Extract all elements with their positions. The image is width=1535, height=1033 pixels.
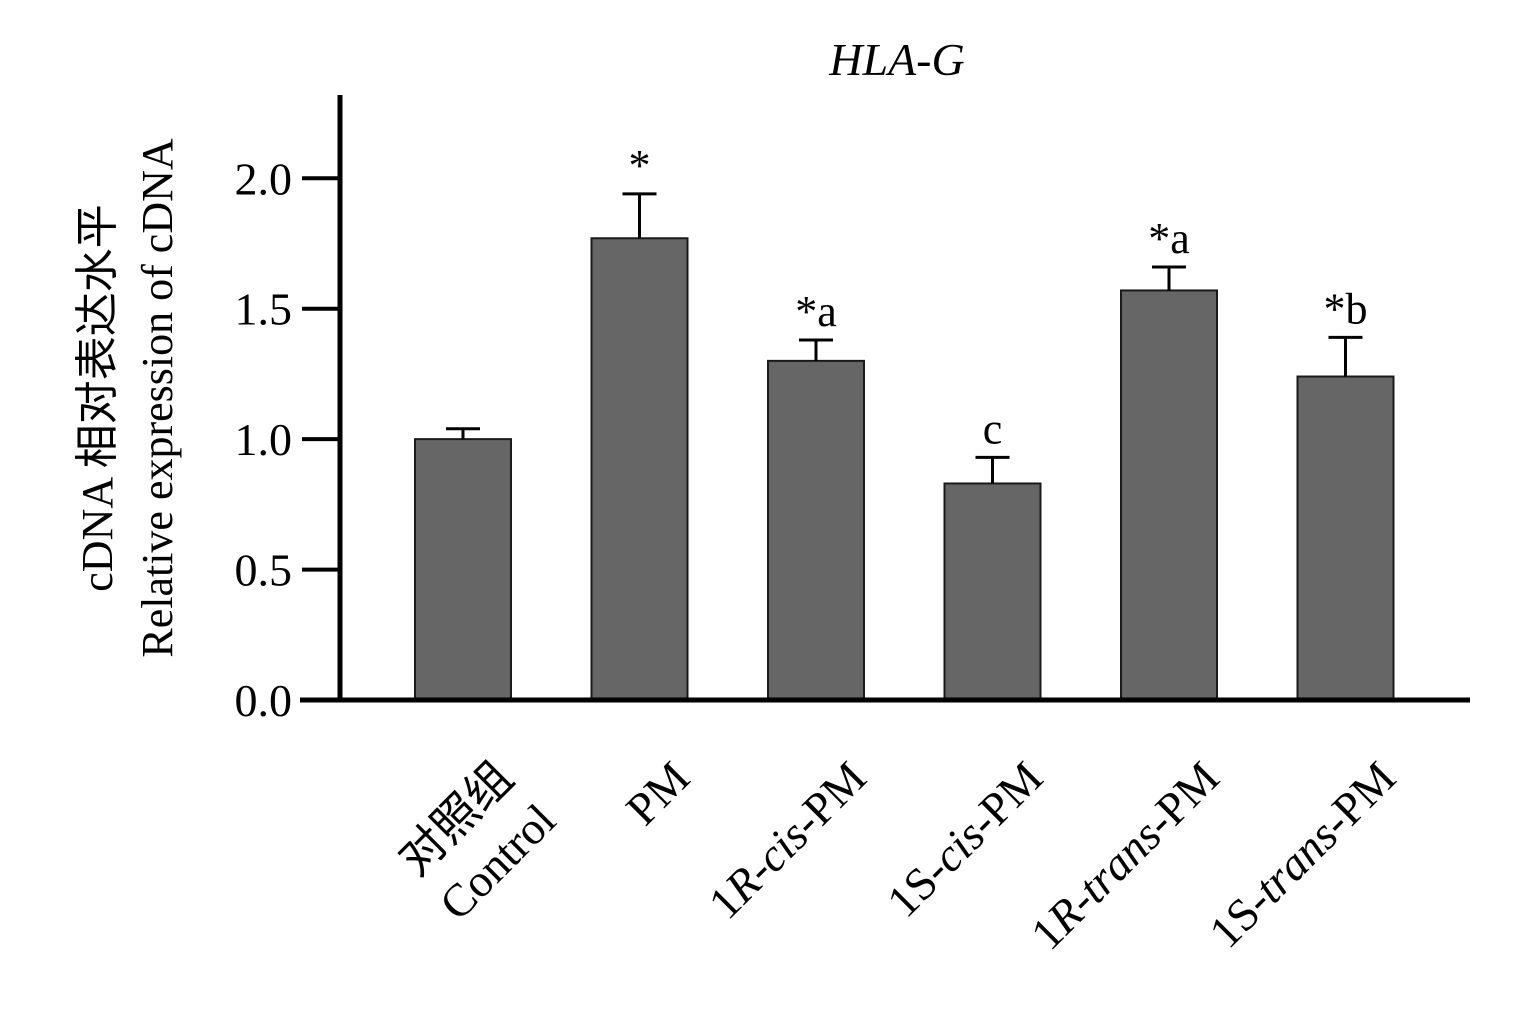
bar-5 <box>1296 375 1395 701</box>
x-tick-label-5: 1S-trans-PM <box>1199 752 1405 958</box>
y-tick-label-3: 1.5 <box>235 284 293 335</box>
y-axis: 0.0 0.5 1.0 1.5 2.0 <box>235 95 343 726</box>
x-tick-label-3: 1S-cis-PM <box>877 752 1052 927</box>
x-tick-label-1-line-0: PM <box>616 752 699 835</box>
y-tick-label-0: 0.0 <box>235 675 293 726</box>
x-tick-label-5-line-0: 1S-trans-PM <box>1199 752 1405 958</box>
x-tick-label-1-part-0: PM <box>616 752 699 835</box>
y-axis-label: cDNA 相对表达水平 Relative expression of cDNA <box>73 138 182 658</box>
x-tick-label-2: 1R-cis-PM <box>699 752 876 929</box>
significance-label-5: *b <box>1324 284 1368 333</box>
bar-4 <box>1120 289 1218 701</box>
bar-2 <box>767 359 865 701</box>
significance-label-3: c <box>983 404 1003 453</box>
x-tick-label-4: 1R-trans-PM <box>1021 752 1229 960</box>
bar-0 <box>414 438 512 701</box>
y-tick-label-2: 1.0 <box>235 414 293 465</box>
bar-3 <box>943 482 1042 702</box>
y-tick-label-1: 0.5 <box>235 545 293 596</box>
significance-label-4: *a <box>1148 214 1190 263</box>
x-tick-label-1: PM <box>616 752 699 835</box>
x-tick-label-3-line-0: 1S-cis-PM <box>877 752 1052 927</box>
significance-label-2: *a <box>795 287 837 336</box>
y-axis-label-line-2: Relative expression of cDNA <box>133 138 182 658</box>
bars-layer: * *a c *a *b <box>414 141 1395 702</box>
significance-label-1: * <box>629 141 651 190</box>
y-axis-label-line-1: cDNA 相对表达水平 <box>73 204 122 591</box>
bar-1 <box>590 237 689 701</box>
chart-title: HLA-G <box>828 34 964 85</box>
x-tick-label-2-line-0: 1R-cis-PM <box>699 752 876 929</box>
x-tick-label-4-line-0: 1R-trans-PM <box>1021 752 1229 960</box>
y-tick-label-4: 2.0 <box>235 153 293 204</box>
